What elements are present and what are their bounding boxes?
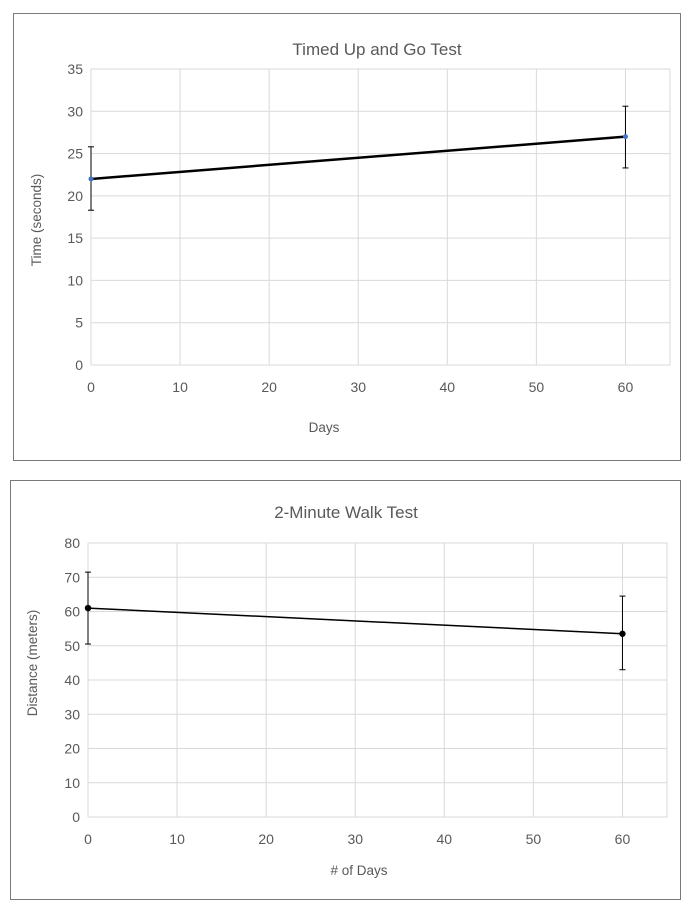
data-point — [84, 604, 92, 612]
y-tick-label: 0 — [72, 809, 80, 825]
data-point — [88, 176, 94, 182]
chart-title: Timed Up and Go Test — [292, 40, 461, 59]
y-tick-label: 80 — [64, 535, 80, 551]
y-tick-label: 10 — [64, 775, 80, 791]
y-tick-label: 60 — [64, 604, 80, 620]
y-axis-label: Time (seconds) — [29, 174, 44, 267]
y-tick-label: 30 — [67, 103, 83, 119]
two-minute-walk-chart: 2-Minute Walk Test 0 10 20 30 40 50 60 70 80 0 10 2… — [25, 503, 668, 878]
data-point — [619, 630, 626, 637]
x-tick-label: 30 — [347, 831, 363, 847]
y-tick-label: 40 — [64, 672, 80, 688]
y-tick-label: 70 — [64, 569, 80, 585]
x-tick-label: 30 — [350, 379, 366, 395]
y-tick-label: 5 — [75, 315, 83, 331]
y-tick-label: 20 — [64, 741, 80, 757]
x-tick-label: 60 — [618, 379, 634, 395]
y-tick-label: 10 — [67, 272, 83, 288]
y-tick-label: 0 — [75, 357, 83, 373]
x-tick-label: 20 — [261, 379, 277, 395]
y-tick-label: 20 — [67, 188, 83, 204]
x-tick-label: 10 — [172, 379, 188, 395]
y-axis-label: Distance (meters) — [25, 610, 40, 717]
x-tick-label: 20 — [258, 831, 274, 847]
x-tick-label: 40 — [437, 831, 453, 847]
y-tick-label: 50 — [64, 638, 80, 654]
series-line — [87, 607, 623, 635]
x-tick-label: 50 — [529, 379, 545, 395]
chart-title: 2-Minute Walk Test — [274, 503, 418, 522]
x-tick-label: 0 — [87, 379, 95, 395]
chart-panel-2-minute-walk: 2-Minute Walk Test 0 10 20 30 40 50 60 70 80 0 10 2… — [10, 480, 681, 900]
x-tick-label: 10 — [169, 831, 185, 847]
x-axis-label: # of Days — [330, 863, 387, 878]
series-line — [90, 135, 626, 181]
data-point — [622, 134, 628, 140]
x-tick-label: 50 — [526, 831, 542, 847]
x-axis-label: Days — [309, 420, 340, 435]
x-tick-label: 60 — [615, 831, 631, 847]
y-tick-label: 30 — [64, 706, 80, 722]
timed-up-and-go-chart: Timed Up and Go Test 0 5 10 15 20 25 30 35 0 10 20… — [29, 40, 671, 435]
y-tick-label: 35 — [67, 61, 83, 77]
chart-panel-timed-up-and-go: Timed Up and Go Test 0 5 10 15 20 25 30 35 0 10 20… — [13, 13, 681, 461]
y-tick-label: 25 — [67, 146, 83, 162]
y-tick-label: 15 — [67, 230, 83, 246]
x-tick-label: 40 — [440, 379, 456, 395]
x-tick-label: 0 — [84, 831, 92, 847]
